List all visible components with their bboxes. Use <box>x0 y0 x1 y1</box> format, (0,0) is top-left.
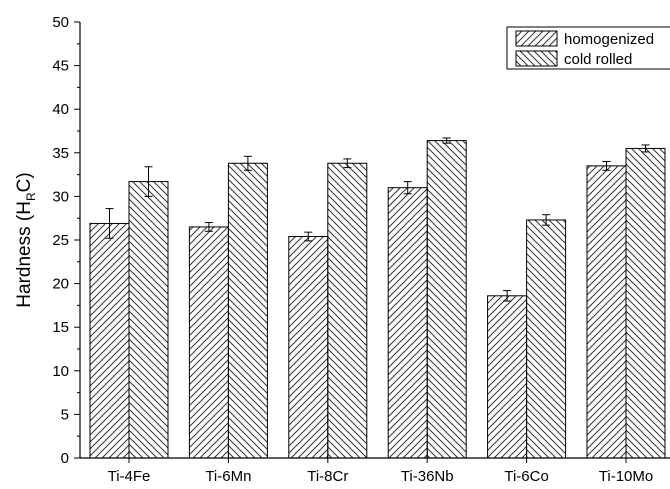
y-tick-label: 50 <box>52 14 69 31</box>
y-tick-label: 40 <box>52 101 69 118</box>
y-ticks-group: 0 5 10 15 20 25 30 35 40 45 50 <box>52 14 80 467</box>
y-tick-label: 30 <box>52 188 69 205</box>
bar-homogenized-ti-10mo <box>586 165 627 459</box>
bar-homogenized-ti-6mn <box>188 226 229 459</box>
bars-group <box>89 140 666 459</box>
bar-homogenized-ti-36nb <box>387 187 428 459</box>
x-tick-label-ti-36nb: Ti-36Nb <box>401 468 454 485</box>
y-tick-label: 45 <box>52 58 69 75</box>
y-axis-title: Hardness (HRC) <box>14 172 38 307</box>
error-bars-group <box>105 137 650 302</box>
x-ticks-group: Ti-4Fe Ti-6Mn Ti-8Cr Ti-36Nb Ti-6Co Ti-10Mo <box>108 458 653 485</box>
x-tick-label-ti-6co: Ti-6Co <box>504 468 548 485</box>
bar-homogenized-ti-6co <box>487 295 528 459</box>
bar-cold-rolled-ti-8cr <box>327 162 368 459</box>
x-tick-label-ti-4fe: Ti-4Fe <box>108 468 151 485</box>
y-tick-label: 15 <box>52 319 69 336</box>
y-tick-label: 20 <box>52 276 69 293</box>
y-tick-label: 5 <box>61 406 69 423</box>
legend-swatch-homogenized <box>515 30 558 47</box>
legend: homogenized cold rolled <box>506 26 670 70</box>
x-tick-label-ti-8cr: Ti-8Cr <box>307 468 348 485</box>
legend-label-homogenized: homogenized <box>564 31 654 48</box>
y-tick-label: 35 <box>52 145 69 162</box>
x-tick-label-ti-6mn: Ti-6Mn <box>205 468 251 485</box>
bar-cold-rolled-ti-4fe <box>128 181 169 459</box>
bar-cold-rolled-ti-36nb <box>426 140 467 459</box>
legend-swatch-cold-rolled <box>515 50 558 67</box>
legend-label-cold-rolled: cold rolled <box>564 51 632 68</box>
x-tick-label-ti-10mo: Ti-10Mo <box>599 468 653 485</box>
bar-cold-rolled-ti-6co <box>526 219 567 459</box>
bar-cold-rolled-ti-10mo <box>625 147 666 459</box>
y-tick-label: 0 <box>61 450 69 467</box>
y-tick-label: 25 <box>52 232 69 249</box>
y-tick-label: 10 <box>52 363 69 380</box>
bar-homogenized-ti-8cr <box>288 236 329 459</box>
bar-cold-rolled-ti-6mn <box>227 162 268 459</box>
bar-homogenized-ti-4fe <box>89 222 130 459</box>
